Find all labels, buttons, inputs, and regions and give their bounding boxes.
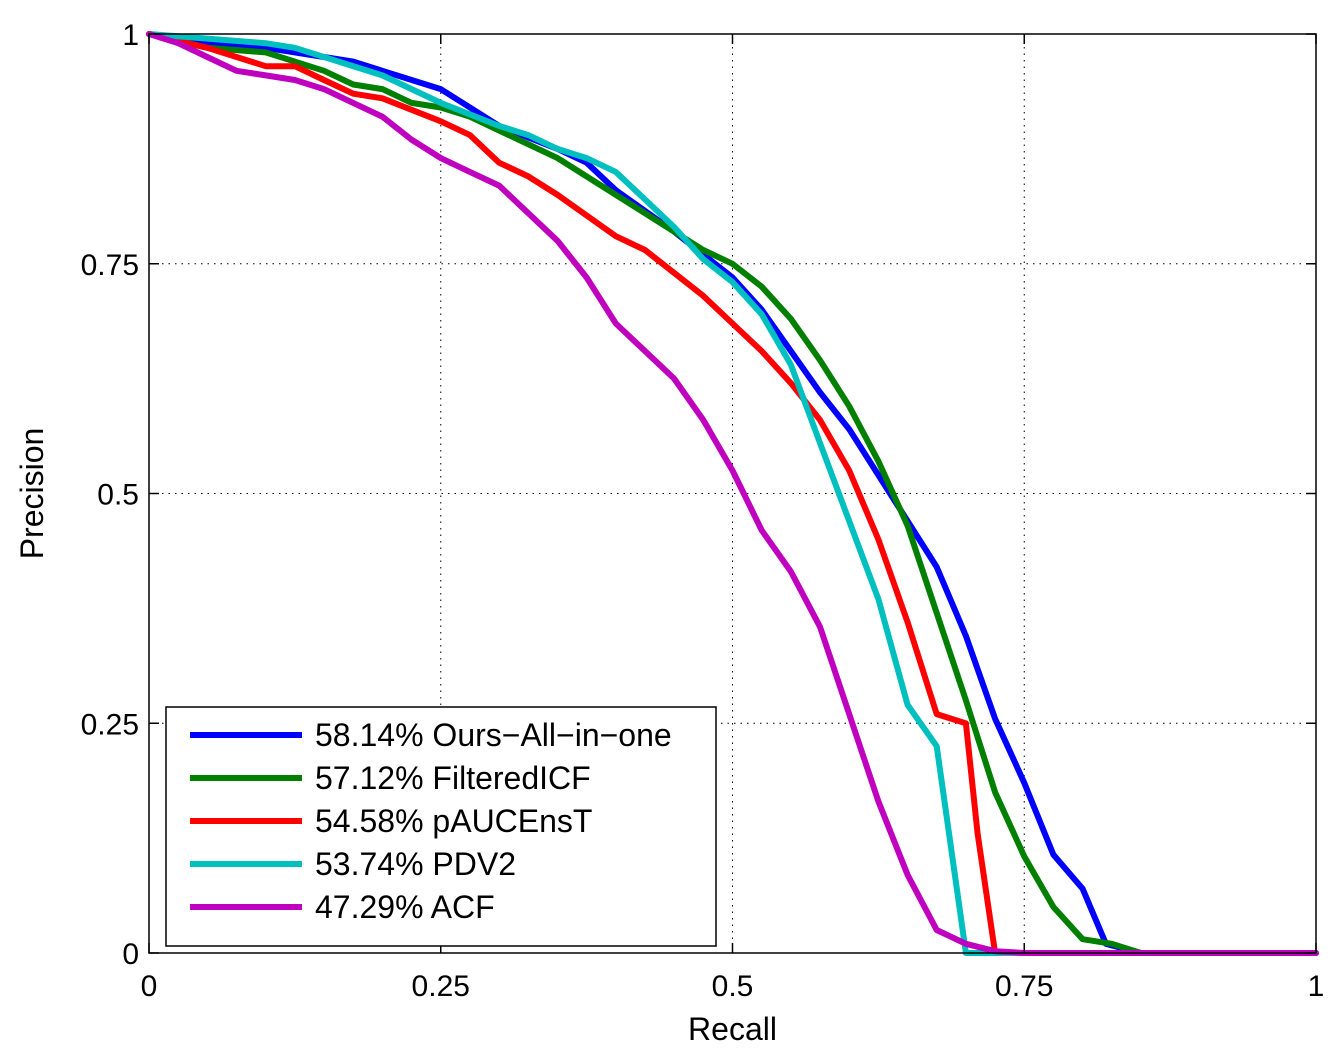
x-tick-label: 0.5 [712, 970, 754, 1003]
legend: 58.14% Ours−All−in−one 57.12% FilteredICF… [165, 706, 717, 947]
data-series [146, 31, 1319, 956]
x-tick-label: 0 [141, 970, 158, 1003]
legend-label: 47.29% ACF [315, 889, 495, 925]
x-tick-label: 1 [1308, 970, 1325, 1003]
x-tick-label: 0.25 [412, 970, 470, 1003]
series-line-ours-all-in-one [146, 31, 1319, 956]
legend-label: 53.74% PDV2 [315, 846, 516, 882]
series-line-paucenst [146, 31, 1319, 956]
x-axis-title: Recall [688, 1011, 777, 1047]
series-line-pdv2 [146, 31, 1319, 956]
series-line-filteredicf [146, 31, 1319, 956]
y-tick-label: 0.75 [81, 249, 139, 282]
y-axis-title: Precision [14, 428, 50, 560]
x-tick-label: 0.75 [995, 970, 1053, 1003]
y-tick-label: 0 [122, 938, 139, 971]
y-tick-label: 0.25 [81, 708, 139, 741]
series-line-acf [146, 31, 1319, 956]
legend-label: 57.12% FilteredICF [315, 760, 591, 796]
y-tick-label: 1 [122, 19, 139, 52]
legend-label: 58.14% Ours−All−in−one [315, 717, 672, 753]
legend-label: 54.58% pAUCEnsT [315, 803, 592, 839]
y-tick-label: 0.5 [97, 479, 139, 512]
axis-ticks: 0 0.25 0.5 0.75 1 0 0.25 0.5 0.75 1 [81, 19, 1325, 1003]
